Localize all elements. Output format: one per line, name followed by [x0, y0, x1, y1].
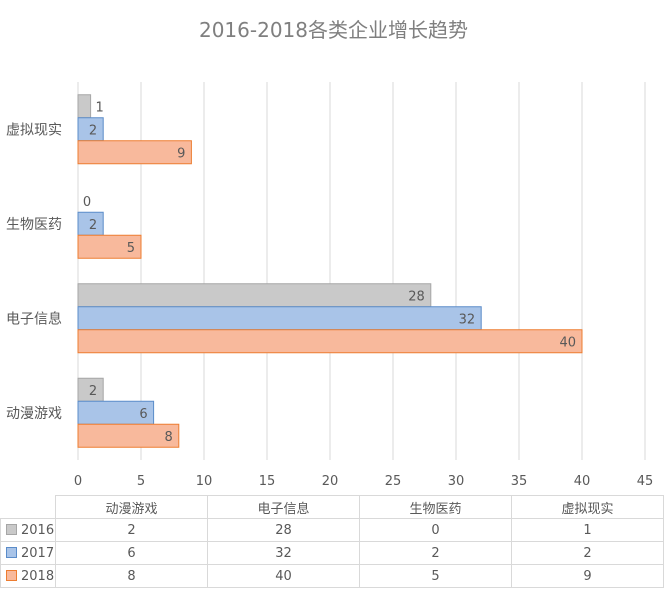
data-table-cell: 40 [207, 564, 360, 588]
bar [77, 94, 92, 119]
data-table-row: 2016 2 28 0 1 [0, 518, 664, 542]
data-table-cell: 2 [55, 518, 208, 542]
x-tick-label: 5 [137, 474, 145, 489]
data-label: 9 [177, 146, 185, 161]
data-label: 32 [459, 312, 476, 327]
x-tick-label: 35 [511, 474, 528, 489]
x-tick-label: 45 [637, 474, 654, 489]
data-table-cell: 28 [207, 518, 360, 542]
bar [77, 306, 482, 331]
bar [77, 423, 180, 448]
data-table-cell: 9 [511, 564, 664, 588]
legend-label: 2016 [21, 522, 55, 538]
x-tick-label: 15 [259, 474, 276, 489]
data-label: 8 [165, 430, 173, 445]
data-label: 0 [83, 195, 91, 210]
x-tick-label: 40 [574, 474, 591, 489]
data-table-cell: 2 [511, 541, 664, 565]
category-label: 电子信息 [6, 310, 62, 327]
data-label: 2 [89, 123, 97, 138]
data-table-row: 2017 6 32 2 2 [0, 541, 664, 565]
legend-swatch [6, 569, 17, 581]
legend-label: 2017 [21, 545, 55, 561]
data-table-cell: 5 [359, 564, 512, 588]
data-table-cell: 1 [511, 518, 664, 542]
data-table-column-header: 生物医药 [359, 495, 512, 519]
legend-swatch [6, 546, 17, 558]
data-table-cell: 2 [359, 541, 512, 565]
data-table-cell: 0 [359, 518, 512, 542]
bar [77, 283, 432, 308]
x-tick-label: 0 [74, 474, 82, 489]
data-table-column-header: 电子信息 [207, 495, 360, 519]
x-tick-label: 30 [448, 474, 465, 489]
data-table-cell: 8 [55, 564, 208, 588]
legend-entry: 2017 [0, 541, 56, 565]
bar [77, 234, 142, 259]
data-table: 动漫游戏 电子信息 生物医药 虚拟现实 2016 2 28 0 1 2017 6 32 2 2 2018 8… [0, 495, 664, 588]
legend-entry: 2018 [0, 564, 56, 588]
data-table-cell: 32 [207, 541, 360, 565]
bar [77, 140, 192, 165]
legend-entry: 2016 [0, 518, 56, 542]
data-label: 1 [95, 100, 103, 115]
category-label: 动漫游戏 [6, 406, 62, 422]
data-table-column-header: 虚拟现实 [511, 495, 664, 519]
legend-swatch [6, 523, 17, 535]
legend-label: 2018 [21, 568, 55, 584]
data-label: 40 [559, 335, 576, 350]
category-label: 生物医药 [6, 217, 62, 233]
data-table-column-header: 动漫游戏 [55, 495, 208, 519]
data-table-row: 2018 8 40 5 9 [0, 564, 664, 588]
data-label: 2 [89, 218, 97, 233]
category-label: 虚拟现实 [6, 122, 62, 138]
bar [77, 329, 583, 354]
data-table-header: 动漫游戏 电子信息 生物医药 虚拟现实 [0, 495, 664, 519]
x-tick-label: 25 [385, 474, 402, 489]
data-label: 5 [127, 241, 135, 256]
chart-title: 2016-2018各类企业增长趋势 [198, 18, 468, 42]
data-label: 2 [89, 384, 97, 399]
data-table-cell: 6 [55, 541, 208, 565]
data-label: 28 [408, 289, 425, 304]
bar-chart: 0 5 10 15 20 25 30 35 40 45动漫游戏268电子信息283240生物医药0… [6, 82, 654, 489]
data-table-corner [0, 495, 56, 519]
data-label: 6 [139, 407, 147, 422]
x-tick-label: 10 [196, 474, 213, 489]
x-tick-label: 20 [322, 474, 339, 489]
